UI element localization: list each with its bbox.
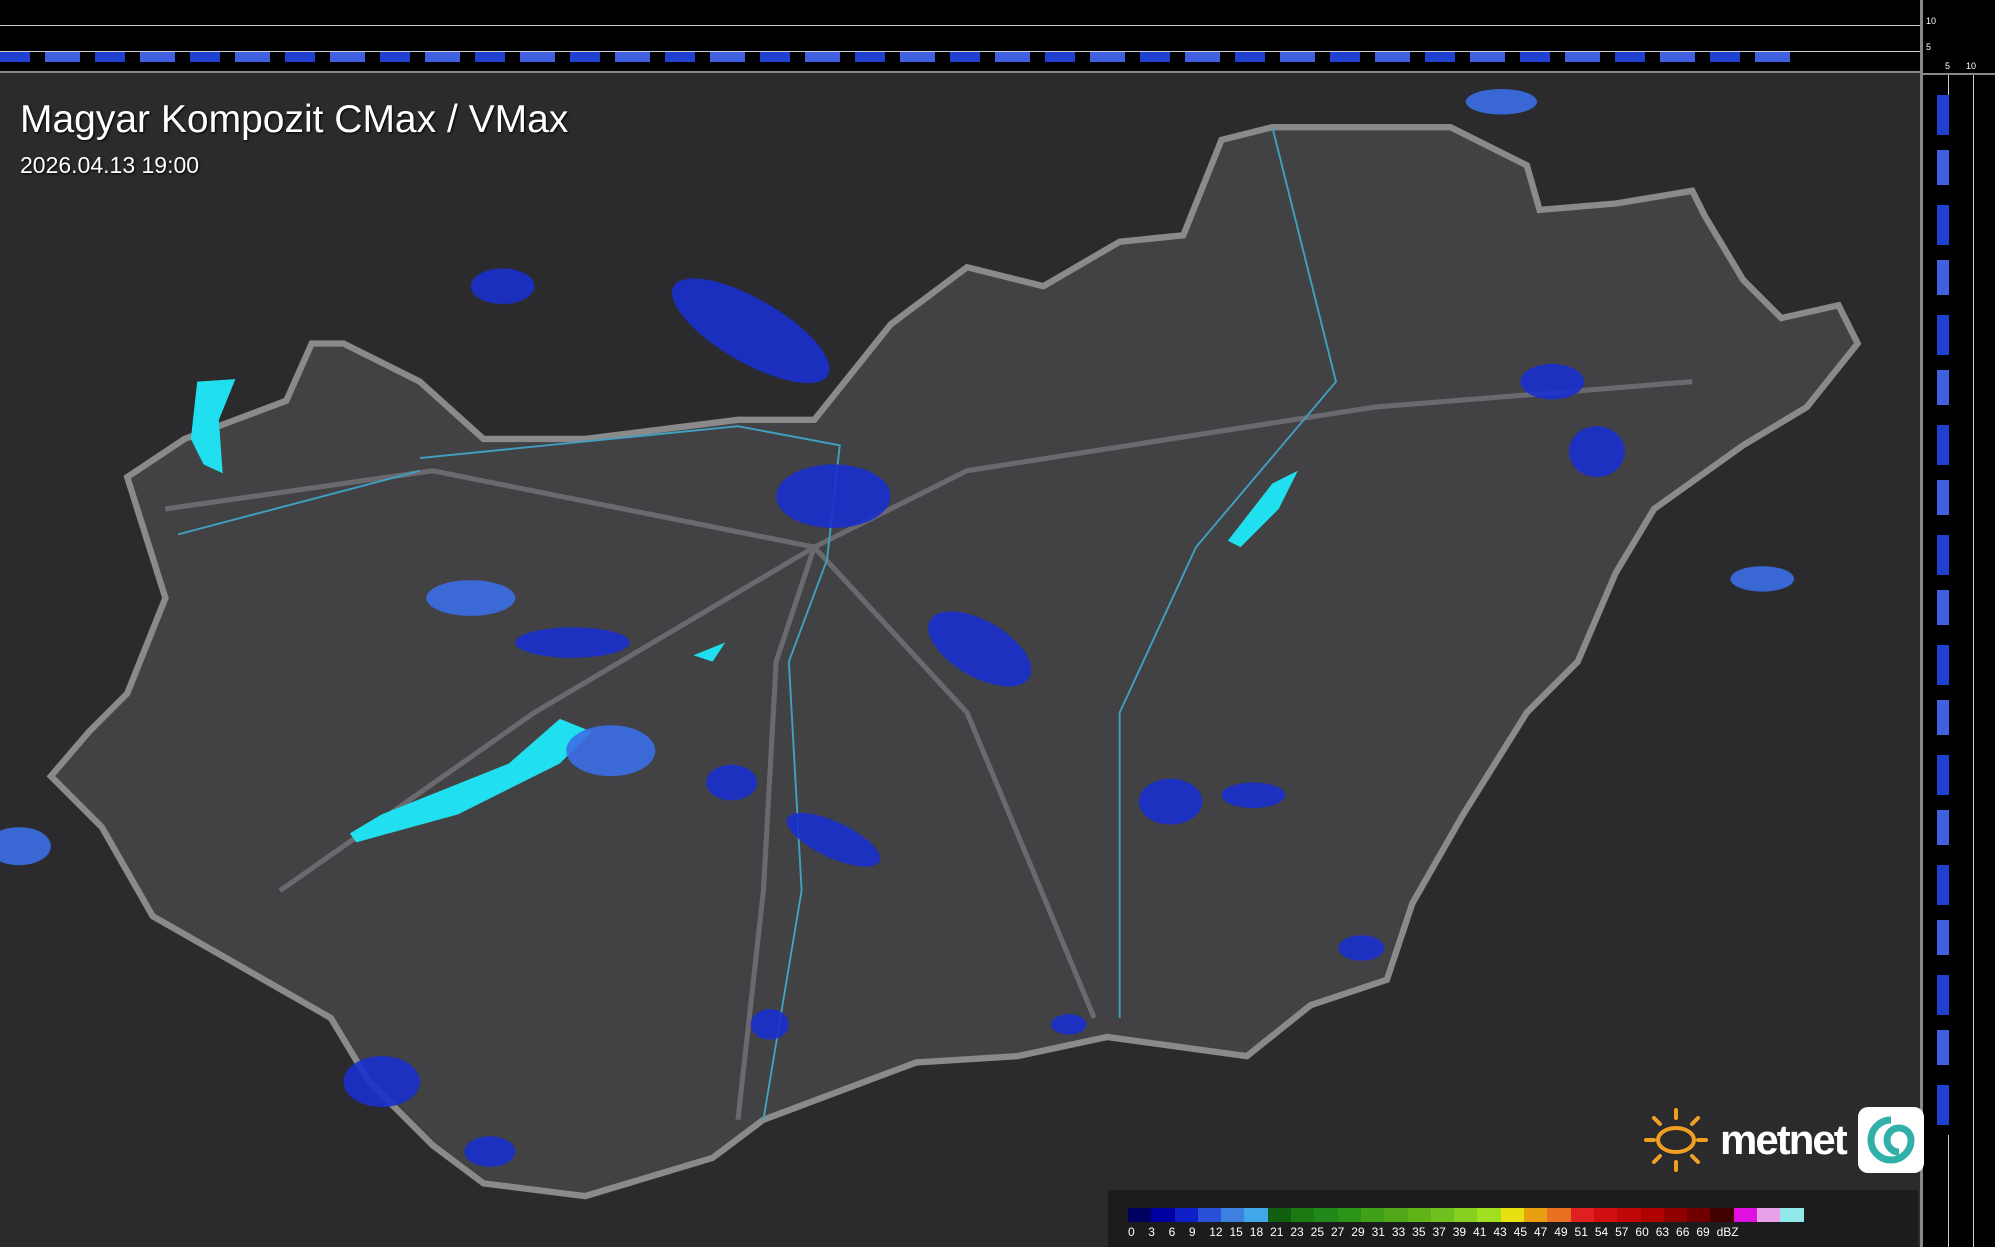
legend-label: 33 — [1391, 1225, 1406, 1239]
map-title: Magyar Kompozit CMax / VMax — [20, 98, 569, 141]
legend-label: 37 — [1432, 1225, 1446, 1239]
horizontal-profile — [0, 0, 1920, 73]
legend-swatch — [1151, 1208, 1175, 1222]
vertical-profile: 10 5 5 10 — [1920, 0, 1995, 1247]
sun-icon — [1644, 1108, 1708, 1172]
legend-swatch — [1757, 1208, 1781, 1222]
legend-swatch — [1524, 1208, 1548, 1222]
legend-label: 27 — [1330, 1225, 1345, 1239]
legend-swatch — [1314, 1208, 1338, 1222]
legend-label: 9 — [1188, 1225, 1196, 1239]
legend-swatch — [1267, 1208, 1292, 1222]
legend-label: 23 — [1290, 1225, 1304, 1239]
legend-swatch — [1454, 1208, 1478, 1222]
legend-swatch — [1360, 1208, 1385, 1222]
legend-label: 6 — [1168, 1225, 1176, 1239]
radar-map[interactable] — [0, 75, 1920, 1247]
legend-swatch — [1687, 1208, 1711, 1222]
legend-swatch — [1197, 1208, 1222, 1222]
metnet-logo: metnet — [1638, 1105, 1924, 1175]
legend-swatch — [1407, 1208, 1431, 1222]
legend-label: 31 — [1371, 1225, 1385, 1239]
legend-labels: 0 3 6 9 12 15 18 21 23 25 27 29 31 33 35 37 39 41 43 45 47 49… — [1128, 1225, 1739, 1239]
legend-label: 21 — [1270, 1225, 1284, 1239]
legend-label: 47 — [1533, 1225, 1548, 1239]
legend-swatch — [1430, 1208, 1455, 1222]
tick-label: 5 — [1926, 42, 1932, 52]
legend-label: 69 — [1696, 1225, 1710, 1239]
legend-swatch — [1244, 1208, 1268, 1222]
brand-name: metnet — [1720, 1116, 1848, 1163]
legend-swatch — [1500, 1208, 1525, 1222]
legend-label: 0 — [1128, 1225, 1135, 1239]
legend-swatch — [1593, 1208, 1618, 1222]
legend-swatch — [1221, 1208, 1245, 1222]
legend-label: 29 — [1351, 1225, 1365, 1239]
legend-swatch — [1384, 1208, 1408, 1222]
legend-label: 41 — [1473, 1225, 1487, 1239]
legend-swatch — [1570, 1208, 1594, 1222]
legend-label: 63 — [1655, 1225, 1670, 1239]
legend-label: 49 — [1554, 1225, 1568, 1239]
legend-swatch — [1174, 1208, 1198, 1222]
swirl-icon — [1857, 1107, 1924, 1173]
legend-swatch — [1128, 1208, 1152, 1222]
legend-swatch — [1640, 1208, 1664, 1222]
legend-label: 43 — [1493, 1225, 1507, 1239]
tick-label: 5 — [1945, 61, 1951, 71]
legend-label: 18 — [1249, 1225, 1264, 1239]
legend-label: 3 — [1148, 1225, 1155, 1239]
rivers — [177, 126, 1338, 1120]
legend-label: 57 — [1615, 1225, 1629, 1239]
tick-label: 10 — [1926, 16, 1937, 26]
legend-swatch — [1617, 1208, 1641, 1222]
profile-echoes — [1937, 95, 1949, 1135]
legend-swatch — [1780, 1208, 1804, 1222]
legend-label: 66 — [1676, 1225, 1690, 1239]
legend-unit: dBZ — [1716, 1225, 1739, 1239]
legend-label: 39 — [1452, 1225, 1467, 1239]
dbz-legend: 0 3 6 9 12 15 18 21 23 25 27 29 31 33 35 37 39 41 43 45 47 49… — [1108, 1190, 1918, 1247]
legend-swatches — [1128, 1208, 1804, 1222]
legend-label: 35 — [1412, 1225, 1426, 1239]
legend-swatch — [1733, 1208, 1758, 1222]
legend-swatch — [1710, 1208, 1734, 1222]
legend-swatch — [1547, 1208, 1571, 1222]
water-bodies — [190, 379, 1298, 843]
tick-label: 10 — [1966, 61, 1977, 71]
legend-label: 45 — [1513, 1225, 1527, 1239]
legend-label: 54 — [1594, 1225, 1609, 1239]
legend-label: 51 — [1574, 1225, 1588, 1239]
legend-swatch — [1663, 1208, 1688, 1222]
legend-swatch — [1291, 1208, 1315, 1222]
legend-label: 12 — [1209, 1225, 1223, 1239]
profile-echoes — [0, 52, 1800, 62]
legend-label: 60 — [1635, 1225, 1649, 1239]
timestamp: 2026.04.13 19:00 — [20, 152, 200, 178]
radar-echoes — [0, 88, 1795, 1167]
legend-label: 15 — [1229, 1225, 1243, 1239]
legend-label: 25 — [1310, 1225, 1325, 1239]
legend-swatch — [1477, 1208, 1501, 1222]
legend-swatch — [1337, 1208, 1361, 1222]
